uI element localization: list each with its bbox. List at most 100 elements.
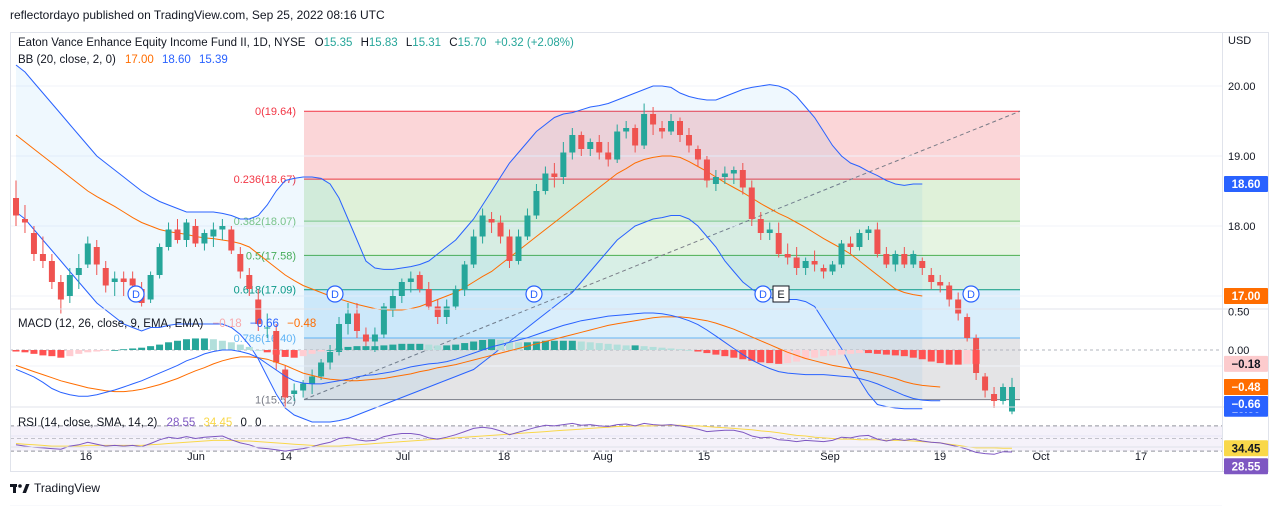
candle-body xyxy=(910,254,917,265)
candle-body xyxy=(721,173,728,177)
macd-hist-bar xyxy=(335,348,343,350)
macd-hist-bar xyxy=(586,342,594,350)
fib-level-label-6: 1(15.52) xyxy=(255,395,296,407)
macd-pane[interactable] xyxy=(10,312,1222,402)
fib-trend-line xyxy=(303,110,1021,401)
bb-basis-value: 17.00 xyxy=(125,54,154,66)
candle-body xyxy=(371,334,378,342)
macd-hist-bar xyxy=(685,350,693,351)
candle-body xyxy=(829,264,836,272)
candle-body xyxy=(75,268,82,275)
macd-hist-bar xyxy=(191,338,199,350)
rsi-extra-value-1: 0 xyxy=(241,417,247,429)
candle-body xyxy=(668,121,675,132)
candlestick-series[interactable] xyxy=(13,103,1015,415)
candle-body xyxy=(407,278,414,282)
bb-upper-value: 18.60 xyxy=(162,54,191,66)
macd-hist-bar xyxy=(443,345,451,350)
candle-body xyxy=(380,306,387,335)
chart-legend: Eaton Vance Enhance Equity Income Fund I… xyxy=(18,37,574,429)
macd-hist-bar xyxy=(84,350,92,353)
macd-hist-bar xyxy=(407,343,415,350)
macd-hist-bar xyxy=(66,350,74,357)
rsi-badge-1-bg xyxy=(1224,458,1268,475)
macd-hist-bar xyxy=(12,350,20,352)
candle-body xyxy=(84,243,91,265)
macd-hist-bar xyxy=(945,350,953,365)
candle-body xyxy=(730,170,737,174)
macd-hist-bar xyxy=(873,350,881,354)
high-label: H xyxy=(361,37,369,49)
axes: USD 20.00 19.00 18.00 17.00 18.60 17.00 15.70 15… xyxy=(10,35,1268,475)
candle-body xyxy=(309,376,316,384)
macd-badge-2-bg xyxy=(1224,396,1268,412)
marker-label-5: D xyxy=(967,289,975,301)
macd-signal-line xyxy=(15,316,941,393)
candle-body xyxy=(551,173,558,177)
fibonacci-retracement[interactable]: 0(19.64)0.236(18.67)0.382(18.07)0.5(17.5… xyxy=(234,106,1021,407)
rsi-line xyxy=(15,422,1013,455)
rsi-value: 28.55 xyxy=(167,417,196,429)
candle-body xyxy=(892,254,899,265)
macd-hist-bar xyxy=(864,350,872,354)
candle-body xyxy=(165,229,172,247)
dividend-marker xyxy=(754,285,772,303)
macd-hist-bar xyxy=(380,345,388,350)
open-value: 15.35 xyxy=(324,37,353,49)
candle-body xyxy=(111,278,118,282)
candle-body xyxy=(210,229,217,237)
macd-hist-bar xyxy=(918,350,926,360)
macd-badge-0-bg xyxy=(1224,355,1268,372)
candle-body xyxy=(147,275,154,300)
candle-body xyxy=(596,142,603,153)
macd-hist-bar xyxy=(75,350,83,354)
candle-body xyxy=(650,114,657,125)
candle-body xyxy=(264,327,271,329)
macd-hist-bar xyxy=(891,350,899,356)
tradingview-brand[interactable]: TradingView xyxy=(10,481,100,495)
candle-body xyxy=(757,219,764,233)
dividend-marker xyxy=(525,285,543,303)
candle-body xyxy=(1009,387,1015,412)
macd-hist-bar xyxy=(416,343,424,350)
macd-hist-bar xyxy=(855,350,863,354)
macd-badge-2: −0.66 xyxy=(1231,399,1260,411)
rsi-ma-value: 34.45 xyxy=(204,417,233,429)
macd-hist-bar xyxy=(766,350,774,364)
macd-hist-bar xyxy=(236,344,244,350)
candle-body xyxy=(506,236,513,261)
time-tick-4: 18 xyxy=(498,451,510,463)
candle-body xyxy=(793,257,800,268)
macd-badge-1: −0.48 xyxy=(1231,382,1261,394)
candle-body xyxy=(578,135,585,149)
candle-body xyxy=(775,233,782,254)
macd-hist-bar xyxy=(954,350,962,365)
candle-body xyxy=(703,159,710,181)
price-badge-0: 18.60 xyxy=(1232,179,1261,191)
candle-body xyxy=(273,331,280,363)
candle-body xyxy=(93,247,100,265)
price-tick-1: 20.00 xyxy=(1228,81,1256,93)
candle-body xyxy=(919,261,926,268)
macd-hist-bar xyxy=(622,345,630,350)
candle-body xyxy=(246,275,253,289)
macd-hist-bar xyxy=(595,343,603,350)
macd-hist-bar xyxy=(425,344,433,350)
fib-zone-3 xyxy=(304,255,1020,290)
candle-body xyxy=(515,236,522,261)
price-tick-3: 18.00 xyxy=(1228,221,1256,233)
svg-text:MACD (12, 26, close, 9, EMA, E: MACD (12, 26, close, 9, EMA, EMA) −0.18 … xyxy=(18,318,316,330)
candle-body xyxy=(39,254,46,261)
fib-level-label-3: 0.5(17.58) xyxy=(246,250,296,262)
macd-hist-bar xyxy=(30,350,38,354)
macd-hist-bar xyxy=(748,350,756,361)
fib-level-label-5: 0.786(16.40) xyxy=(234,333,296,345)
macd-hist-bar xyxy=(613,344,621,350)
macd-hist-bar xyxy=(838,350,846,355)
candle-body xyxy=(443,306,450,317)
macd-hist-bar xyxy=(470,341,478,350)
candle-body xyxy=(991,394,998,401)
candle-body xyxy=(434,306,441,317)
